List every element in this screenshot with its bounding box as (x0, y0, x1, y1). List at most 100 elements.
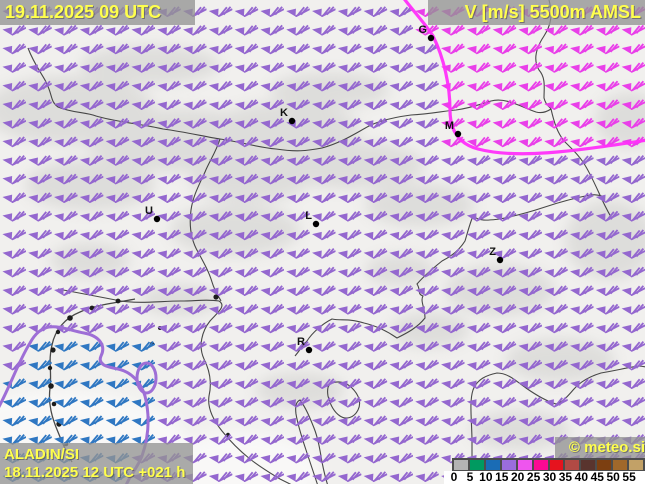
wind-barb (389, 396, 413, 408)
wind-barb (234, 61, 259, 73)
wind-barb (234, 377, 259, 389)
wind-barb (53, 377, 78, 389)
wind-barb (492, 229, 517, 241)
wind-barb (208, 24, 233, 36)
wind-barb (466, 229, 491, 241)
wind-barb (569, 98, 594, 110)
wind-barb (440, 154, 465, 166)
wind-barb (182, 340, 207, 352)
wind-barb (543, 173, 568, 185)
wind-barb (208, 322, 233, 334)
wind-barb (518, 191, 542, 203)
wind-barb (131, 24, 155, 36)
wind-barb (492, 80, 517, 92)
wind-barb (156, 359, 181, 371)
city-label-Z: Z (489, 246, 496, 258)
wind-barb (208, 340, 233, 352)
wind-barb (569, 173, 594, 185)
wind-barb (285, 61, 310, 73)
wind-barb (621, 377, 645, 389)
wind-barb (543, 247, 568, 259)
wind-barb (105, 284, 130, 296)
colorbar-swatch-5 (469, 460, 484, 470)
wind-barb (492, 377, 517, 389)
wind-barb (208, 415, 233, 427)
wind-barb (414, 377, 439, 389)
wind-barb (440, 98, 465, 110)
wind-barb (79, 322, 104, 334)
isotach-20-contour (403, 0, 645, 156)
wind-barb (260, 24, 284, 36)
wind-barb (337, 359, 362, 371)
wind-barb (234, 359, 259, 371)
wind-barb (79, 24, 104, 36)
wind-barb (440, 24, 465, 36)
wind-barb (337, 470, 362, 482)
city-dot-Z (496, 256, 504, 264)
wind-barb (27, 43, 52, 55)
wind-barb (234, 396, 259, 408)
colorbar-tick-labels: 0 5 10 15 20 25 30 35 40 45 50 55 (444, 471, 645, 484)
wind-barb (492, 154, 517, 166)
wind-barb (131, 266, 155, 278)
wind-barb (595, 173, 620, 185)
wind-barb (182, 266, 207, 278)
colorbar-tick: 45 (590, 470, 604, 484)
wind-barb (311, 191, 336, 203)
wind-barb (492, 396, 517, 408)
colorbar-tick: 20 (510, 470, 525, 484)
island-cres (295, 399, 328, 484)
wind-barb (2, 359, 26, 371)
wind-barb (466, 154, 491, 166)
wind-barb (2, 210, 26, 222)
city-label-U: U (145, 205, 153, 217)
wind-barb (363, 61, 388, 73)
wind-barb (285, 303, 310, 315)
wind-barb (518, 98, 542, 110)
wind-barb (595, 154, 620, 166)
wind-barb (414, 415, 439, 427)
wind-barb (53, 210, 78, 222)
wind-barb (389, 340, 413, 352)
wind-barb (234, 266, 259, 278)
wind-barb (156, 396, 181, 408)
wind-barb (595, 303, 620, 315)
wind-barb (621, 322, 645, 334)
wind-barb (518, 24, 542, 36)
wind-barb (466, 247, 491, 259)
wind-barb (285, 415, 310, 427)
wind-barb (53, 229, 78, 241)
wind-barb (389, 377, 413, 389)
wind-barb (569, 303, 594, 315)
wind-barb (492, 136, 517, 148)
wind-barb (53, 24, 78, 36)
wind-barb (2, 247, 26, 259)
wind-barb (337, 210, 362, 222)
run-time-text: 19.11.2025 09 UTC (5, 2, 162, 22)
colorbar-swatch-25 (533, 460, 548, 470)
wind-barb (182, 396, 207, 408)
wind-barb (337, 396, 362, 408)
wind-barb (440, 80, 465, 92)
wind-barb (311, 229, 336, 241)
colorbar-swatch-40 (581, 460, 596, 470)
wind-barb (543, 210, 568, 222)
wind-barb (337, 229, 362, 241)
wind-barb (2, 229, 26, 241)
run-time-label: 19.11.2025 09 UTC (0, 0, 195, 25)
wind-barb (285, 322, 310, 334)
wind-barb (311, 5, 336, 17)
wind-barb (208, 5, 233, 17)
wind-barb (440, 247, 465, 259)
wind-barb (518, 396, 542, 408)
wind-barb (543, 61, 568, 73)
wind-barb (208, 43, 233, 55)
colorbar-tick: 15 (495, 470, 509, 484)
wind-barb (466, 117, 491, 129)
colorbar-tick: 5 (466, 470, 474, 484)
wind-barb (518, 117, 542, 129)
colorbar-swatch-45 (597, 460, 612, 470)
wind-barb (414, 43, 439, 55)
city-dot-U (153, 215, 161, 223)
wind-barb (2, 154, 26, 166)
